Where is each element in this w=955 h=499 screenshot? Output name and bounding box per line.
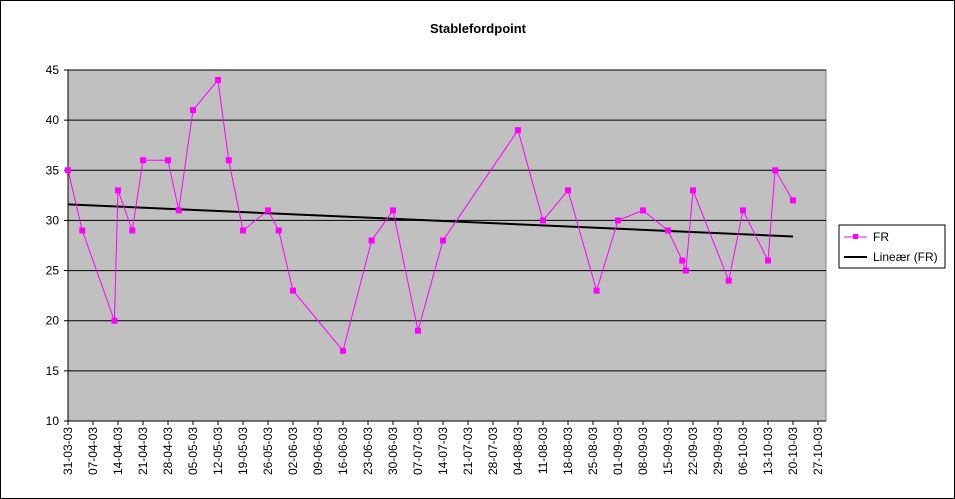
x-tick-label: 02-06-03 xyxy=(286,427,300,475)
x-tick-label: 14-04-03 xyxy=(111,427,125,475)
x-tick-label: 05-05-03 xyxy=(186,427,200,475)
x-tick-label: 19-05-03 xyxy=(236,427,250,475)
plot-area xyxy=(67,69,827,422)
y-tick-label: 40 xyxy=(46,113,60,127)
grid-lines xyxy=(68,69,826,372)
legend-trend-label: Lineær (FR) xyxy=(873,250,938,264)
data-point-fr xyxy=(565,187,571,194)
legend-fr-label: FR xyxy=(873,230,889,244)
data-point-fr xyxy=(190,107,196,114)
legend: FR Lineær (FR) xyxy=(838,224,946,269)
x-tick-label: 16-06-03 xyxy=(336,427,350,475)
data-point-fr xyxy=(275,227,282,234)
x-tick-label: 25-08-03 xyxy=(586,427,600,475)
x-tick-label: 30-06-03 xyxy=(386,427,400,475)
x-tick-label: 09-06-03 xyxy=(311,427,325,475)
x-tick-label: 15-09-03 xyxy=(661,427,675,475)
y-tick-label: 20 xyxy=(46,314,60,328)
x-tick-label: 20-10-03 xyxy=(786,427,800,475)
y-tick-label: 30 xyxy=(46,213,60,227)
x-tick-label: 14-07-03 xyxy=(436,427,450,475)
data-point-fr xyxy=(340,347,346,354)
x-tick-label: 31-03-03 xyxy=(61,427,75,475)
x-axis: 31-03-03 07-04-03 14-04-03 21-04-03 28-04-03… xyxy=(61,420,826,475)
x-tick-label: 28-04-03 xyxy=(161,427,175,475)
x-tick-label: 07-07-03 xyxy=(411,427,425,475)
x-tick-label: 11-08-03 xyxy=(536,427,550,474)
data-point-fr xyxy=(79,227,86,234)
x-tick-label: 04-08-03 xyxy=(511,427,525,475)
data-point-fr xyxy=(368,237,375,244)
data-point-fr xyxy=(725,277,732,284)
data-point-fr xyxy=(740,207,746,214)
data-point-fr xyxy=(790,197,796,204)
x-tick-label: 07-04-03 xyxy=(86,427,100,475)
y-tick-label: 15 xyxy=(46,364,60,378)
trendline xyxy=(67,203,794,238)
data-point-fr xyxy=(165,157,171,164)
data-point-fr xyxy=(115,187,121,194)
data-point-fr xyxy=(765,257,771,264)
data-point-fr xyxy=(265,207,271,214)
data-point-fr xyxy=(665,227,671,234)
y-tick-label: 45 xyxy=(46,63,60,77)
series-layer xyxy=(65,77,796,354)
data-point-fr xyxy=(225,157,232,164)
y-tick-label: 25 xyxy=(46,264,60,278)
y-tick-label: 10 xyxy=(46,414,60,428)
data-point-fr xyxy=(175,207,182,214)
x-tick-label: 12-05-03 xyxy=(211,427,225,475)
data-point-fr xyxy=(515,127,521,134)
x-tick-label: 13-10-03 xyxy=(761,427,775,475)
y-axis: 10 15 20 25 30 35 40 45 xyxy=(46,63,69,428)
data-point-fr xyxy=(415,327,421,334)
x-tick-label: 01-09-03 xyxy=(611,427,625,475)
data-point-fr xyxy=(390,207,396,214)
data-point-fr xyxy=(129,227,136,234)
x-tick-label: 08-09-03 xyxy=(636,427,650,475)
data-point-fr xyxy=(593,287,600,294)
data-point-fr xyxy=(772,167,779,174)
data-point-fr xyxy=(682,267,689,274)
data-point-fr xyxy=(140,157,146,164)
data-point-fr xyxy=(290,287,296,294)
chart-title: Stablefordpoint xyxy=(430,21,527,36)
data-point-fr xyxy=(690,187,696,194)
data-point-fr xyxy=(640,207,646,214)
x-tick-label: 06-10-03 xyxy=(736,427,750,475)
x-tick-label: 21-07-03 xyxy=(461,427,475,475)
y-tick-label: 35 xyxy=(46,163,60,177)
x-tick-label: 23-06-03 xyxy=(361,427,375,475)
x-tick-label: 22-09-03 xyxy=(686,427,700,475)
x-tick-label: 26-05-03 xyxy=(261,427,275,475)
data-point-fr xyxy=(215,77,221,84)
data-point-fr xyxy=(440,237,446,244)
trendline-layer xyxy=(67,203,794,238)
data-point-fr xyxy=(240,227,246,234)
data-point-fr xyxy=(540,217,546,224)
legend-fr-marker xyxy=(853,234,858,239)
x-tick-label: 28-07-03 xyxy=(486,427,500,475)
data-point-fr xyxy=(111,317,118,324)
data-point-fr xyxy=(679,257,686,264)
data-point-fr xyxy=(65,167,71,174)
x-tick-label: 27-10-03 xyxy=(811,427,825,475)
x-tick-label: 18-08-03 xyxy=(561,427,575,475)
legend-box xyxy=(838,224,946,269)
data-point-fr xyxy=(615,217,621,224)
x-tick-label: 29-09-03 xyxy=(711,427,725,475)
x-tick-label: 21-04-03 xyxy=(136,427,150,475)
